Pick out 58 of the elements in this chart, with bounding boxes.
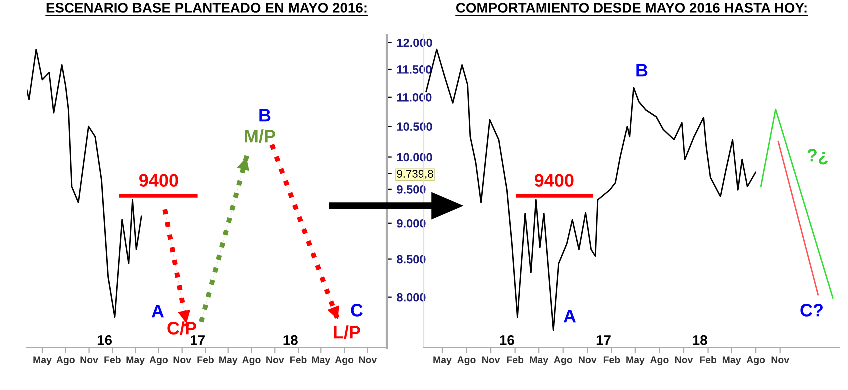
x-tick-label: May [434,356,452,366]
x2-tick-label: 17 [596,336,611,346]
chart-title: ESCENARIO BASE PLANTEADO EN MAYO 2016: [46,3,367,13]
x-tick-label: Nov [80,356,98,364]
annotation: A [152,305,164,318]
x-tick-label: Feb [104,356,121,364]
x2-tick-label: 18 [693,335,708,346]
y-tick-label: 8.000 [397,293,426,302]
x-tick-label: May [34,356,52,366]
annotation: A [564,310,576,323]
x-tick-label: May [126,356,145,366]
y-tick-label: 10.500 [397,122,432,132]
x-tick-label: Ago [335,356,354,366]
x2-tick-label: 16 [500,335,514,346]
x-tick-label: Feb [604,356,620,364]
annotation: B [636,64,648,77]
x-tick-label: May [312,356,331,366]
x-tick-label: Ago [458,356,476,366]
annotation: 9400 [139,174,178,187]
x-tick-label: Ago [56,356,75,366]
annotation: ?¿ [808,149,828,165]
annotation: M/P [245,130,276,144]
x-tick-label: Ago [150,356,168,366]
x-tick-label: Ago [746,356,766,366]
x-tick-label: May [626,356,645,366]
x-tick-label: Nov [359,356,378,364]
y-tick-label: 12.000 [397,38,432,48]
x-tick-label: Feb [290,356,307,364]
x-tick-label: Feb [507,356,524,364]
y-tick-label: 9.000 [397,219,426,228]
x-tick-label: Nov [675,356,694,364]
x-tick-label: May [220,356,238,366]
x-tick-label: Nov [772,356,790,364]
x-tick-label: Ago [242,356,261,366]
x2-tick-label: 16 [98,335,112,346]
x-tick-label: Nov [579,356,597,364]
y-tick-label: 8.500 [397,255,426,264]
annotation: 9400 [534,174,574,187]
x-tick-label: Nov [174,356,192,364]
x-tick-label: May [530,356,548,366]
x-tick-label: Nov [482,356,500,364]
annotation: C [351,304,364,317]
x-tick-label: Nov [266,356,284,364]
x-tick-label: Feb [198,356,214,364]
x-tick-label: Feb [700,356,717,364]
x-tick-label: Ago [554,356,572,366]
y-tick-label: 9.739,8 [397,170,434,180]
y-tick-label: 9.500 [397,186,426,194]
x2-tick-label: 18 [284,335,298,346]
x-tick-label: Ago [650,356,669,366]
annotation: C? [800,304,823,317]
annotation: C/P [168,322,196,336]
x2-tick-label: 17 [191,336,205,346]
annotation: B [260,109,271,122]
x-tick-label: May [722,356,742,366]
y-tick-label: 10.000 [397,153,432,162]
chart-title: COMPORTAMIENTO DESDE MAYO 2016 HASTA HOY: [456,3,807,13]
annotation: L/P [334,326,360,340]
